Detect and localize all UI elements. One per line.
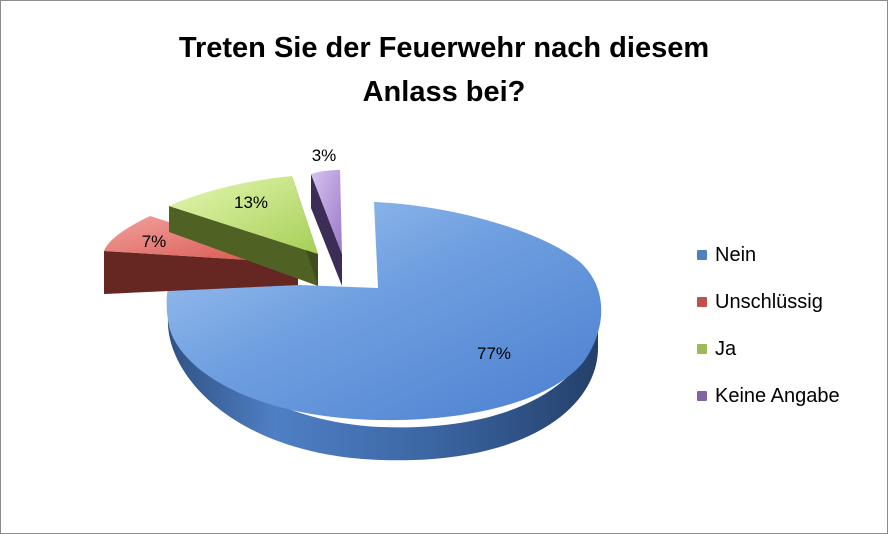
slice-nein-top <box>166 202 602 421</box>
slice-ja-side <box>169 206 318 286</box>
slice-unschluessig-side <box>104 251 298 294</box>
chart-title-line-2: Anlass bei? <box>362 76 526 108</box>
legend-label-keine-angabe: Keine Angabe <box>715 384 840 407</box>
slice-nein <box>166 202 602 461</box>
slice-keine-angabe-top <box>311 170 342 254</box>
legend-item-ja: Ja <box>697 337 736 361</box>
data-label-unschluessig: 7% <box>142 232 167 251</box>
slice-ja <box>169 176 318 286</box>
data-label-nein: 77% <box>477 344 511 363</box>
legend-swatch-ja <box>697 344 707 354</box>
slice-keine-angabe-side <box>311 174 342 286</box>
slice-nein-side <box>167 283 599 461</box>
slice-ja-top <box>169 176 318 254</box>
data-label-keine-angabe: 3% <box>312 146 337 165</box>
slice-keine-angabe <box>311 170 342 286</box>
legend-swatch-nein <box>697 250 707 260</box>
data-label-ja: 13% <box>234 193 268 212</box>
legend-label-ja: Ja <box>715 337 737 360</box>
legend-item-keine-angabe: Keine Angabe <box>697 384 840 408</box>
chart-title: Treten Sie der Feuerwehr nach diesem Anl… <box>0 26 888 114</box>
legend-swatch-keine-angabe <box>697 391 707 401</box>
legend-label-unschluessig: Unschlüssig <box>715 290 823 313</box>
legend-label-nein: Nein <box>715 243 757 266</box>
legend-swatch-unschluessig <box>697 297 707 307</box>
data-labels: 77% 7% 13% 3% <box>142 146 511 363</box>
chart-title-line-1: Treten Sie der Feuerwehr nach diesem <box>178 32 710 64</box>
pie-slices <box>104 170 602 461</box>
legend-item-nein: Nein <box>697 243 756 267</box>
legend-item-unschluessig: Unschlüssig <box>697 290 823 314</box>
